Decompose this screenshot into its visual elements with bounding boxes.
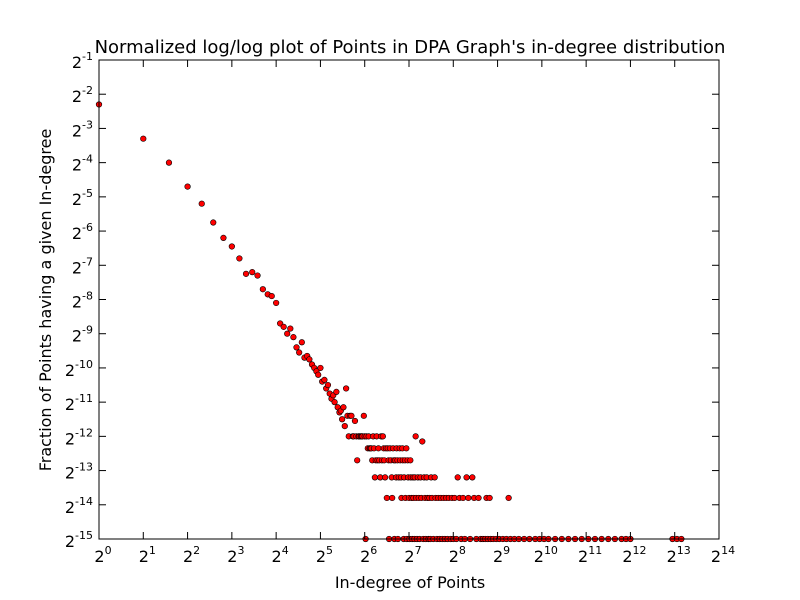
data-point [403, 445, 410, 452]
data-point [321, 376, 328, 384]
x-tick-label: 20 [94, 544, 111, 566]
y-tick-label: 2-9 [72, 324, 93, 346]
data-point [360, 412, 367, 419]
data-point [431, 474, 438, 481]
data-point [284, 330, 291, 337]
y-tick-label: 2-14 [65, 495, 93, 517]
x-tick-label: 212 [622, 544, 646, 566]
x-tick-label: 28 [449, 544, 466, 566]
data-point [383, 494, 390, 502]
data-point [236, 255, 243, 262]
tick-labels-layer: 20 21 22 23 24 25 26 27 28 29 210 211 212 213 214 2-1 2-… [65, 50, 735, 566]
x-tick-label: 26 [360, 544, 377, 566]
data-point [280, 323, 287, 330]
y-tick-label: 2-12 [65, 426, 93, 448]
data-point [165, 159, 173, 166]
data-point [198, 200, 205, 207]
data-point [454, 474, 461, 481]
chart-title: Normalized log/log plot of Points in DPA… [95, 37, 726, 58]
y-tick-label: 2-13 [65, 461, 93, 483]
data-point [331, 399, 338, 406]
data-point [389, 494, 396, 502]
y-tick-label: 2-8 [72, 290, 93, 312]
y-tick-label: 2-6 [72, 221, 93, 243]
data-point [228, 243, 235, 250]
x-tick-label: 24 [272, 544, 289, 566]
x-axis-label: In-degree of Points [335, 573, 485, 592]
data-point [379, 433, 386, 440]
data-point [341, 422, 348, 430]
data-point [381, 474, 389, 481]
data-point [459, 494, 467, 502]
data-point [333, 388, 340, 395]
data-point [220, 234, 227, 242]
data-point [375, 445, 382, 452]
y-tick-label: 2-11 [65, 392, 93, 414]
data-point [259, 286, 266, 293]
data-point [343, 385, 350, 392]
x-tick-label: 214 [711, 544, 735, 566]
y-tick-label: 2-1 [72, 50, 93, 72]
data-point [371, 474, 379, 481]
data-point [296, 349, 303, 356]
data-point [184, 183, 191, 190]
data-point [505, 494, 512, 502]
data-point [293, 344, 300, 351]
data-point [210, 219, 217, 226]
x-tick-label: 211 [578, 544, 602, 566]
data-point [469, 474, 476, 481]
x-tick-label: 23 [227, 544, 244, 566]
data-point [306, 356, 313, 363]
y-tick-label: 2-15 [65, 529, 93, 551]
x-tick-label: 22 [183, 544, 200, 566]
data-point [351, 417, 359, 425]
data-point [249, 269, 256, 276]
data-point [486, 494, 493, 502]
points-layer [95, 101, 685, 543]
x-tick-label: 213 [667, 544, 691, 566]
data-point [315, 371, 322, 378]
data-point [407, 457, 414, 464]
x-tick-label: 29 [493, 544, 510, 566]
data-point [298, 339, 305, 346]
y-axis-label: Fraction of Points having a given In-deg… [36, 129, 55, 472]
data-point [273, 299, 280, 307]
data-point [348, 412, 355, 419]
data-point [419, 438, 426, 445]
data-point [340, 404, 347, 411]
y-tick-label: 2-7 [72, 255, 93, 277]
y-tick-label: 2-5 [72, 187, 93, 209]
data-point [475, 494, 482, 502]
y-tick-label: 2-3 [72, 118, 93, 140]
x-tick-label: 21 [139, 544, 156, 566]
x-tick-label: 27 [404, 544, 421, 566]
data-point [242, 270, 250, 277]
ticks-layer [98, 59, 720, 540]
data-point [140, 135, 147, 142]
data-point [290, 334, 297, 341]
data-point [412, 433, 419, 440]
data-point [287, 325, 294, 332]
data-point [317, 364, 324, 372]
x-tick-label: 25 [316, 544, 333, 566]
y-tick-label: 2-4 [72, 153, 93, 175]
y-tick-label: 2-10 [65, 358, 93, 380]
data-point [339, 416, 346, 423]
x-tick-label: 210 [534, 544, 558, 566]
data-point [463, 474, 470, 481]
data-point [465, 494, 472, 502]
data-point [324, 381, 332, 389]
data-point [254, 272, 261, 279]
y-tick-label: 2-2 [72, 84, 93, 106]
data-point [268, 292, 275, 300]
data-point [354, 457, 361, 464]
